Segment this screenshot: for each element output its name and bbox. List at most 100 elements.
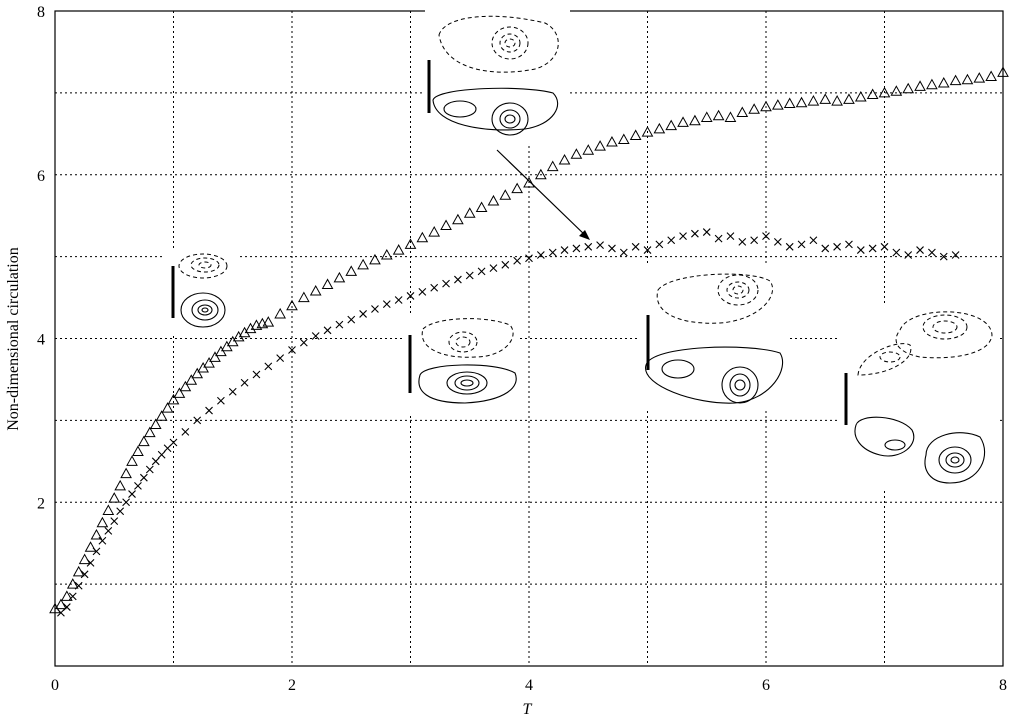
x-tick-label: 6 <box>762 677 770 694</box>
data-point-triangle <box>345 265 358 276</box>
data-point-x <box>868 244 877 253</box>
data-point-x <box>596 241 604 250</box>
data-point-triangle <box>748 103 760 114</box>
data-point-triangle <box>890 85 903 96</box>
data-point-x <box>454 275 462 284</box>
data-point-x <box>821 244 830 253</box>
data-point-x <box>193 416 202 425</box>
data-point-triangle <box>629 129 642 140</box>
data-point-triangle <box>736 106 749 118</box>
data-point-triangle <box>132 445 144 456</box>
data-point-x <box>151 457 160 466</box>
data-point-triangle <box>203 357 215 368</box>
data-point-x <box>608 244 616 253</box>
data-point-x <box>584 242 593 251</box>
data-point-x <box>465 271 474 280</box>
data-point-triangle <box>167 393 180 405</box>
data-point-triangle <box>309 284 322 296</box>
data-point-x <box>513 256 522 265</box>
data-point-x <box>892 248 901 257</box>
x-tick-label: 8 <box>999 677 1007 694</box>
data-point-triangle <box>66 578 79 589</box>
data-point-x <box>139 473 148 482</box>
data-point-x <box>205 406 213 415</box>
data-point-triangle <box>772 99 784 110</box>
inset-contour-t8 <box>840 305 1000 490</box>
data-point-triangle <box>914 80 926 91</box>
data-point-triangle <box>126 455 138 466</box>
data-point-triangle <box>161 402 174 413</box>
data-point-triangle <box>416 231 429 243</box>
data-point-x <box>773 237 782 246</box>
data-point-x <box>145 465 154 474</box>
data-point-x <box>442 279 450 288</box>
data-point-triangle <box>392 244 405 255</box>
data-point-x <box>169 438 178 447</box>
data-point-x <box>62 603 71 611</box>
data-point-triangle <box>819 93 832 104</box>
data-point-triangle <box>594 140 606 151</box>
data-point-x <box>856 246 865 254</box>
data-point-triangle <box>173 387 186 398</box>
inset-contour-t1 <box>165 248 237 336</box>
data-point-triangle <box>333 271 346 283</box>
data-point-triangle <box>179 380 192 392</box>
data-point-x <box>122 498 130 507</box>
data-point-triangle <box>878 86 891 98</box>
data-point-x <box>691 229 699 238</box>
data-point-triangle <box>155 410 168 421</box>
inset-contour-t4 <box>425 5 570 145</box>
data-point-x <box>702 228 711 236</box>
data-point-x <box>157 450 166 459</box>
data-point-triangle <box>783 97 796 109</box>
data-point-triangle <box>487 194 500 206</box>
data-point-x <box>80 570 89 579</box>
data-point-x <box>86 558 95 567</box>
data-point-triangle <box>854 90 867 102</box>
data-point-x <box>951 251 960 259</box>
data-point-triangle <box>84 541 97 552</box>
data-point-x <box>643 246 652 254</box>
data-point-triangle <box>369 253 381 265</box>
data-point-triangle <box>185 374 198 385</box>
data-point-x <box>98 536 107 545</box>
y-tick-label: 8 <box>37 4 45 21</box>
data-point-triangle <box>499 189 512 200</box>
data-point-x <box>738 237 747 246</box>
data-point-x <box>560 246 569 254</box>
x-tick-label: 4 <box>525 677 533 694</box>
data-point-x <box>181 427 190 436</box>
annotation-arrow <box>496 149 590 240</box>
data-point-triangle <box>143 426 156 438</box>
data-point-triangle <box>209 351 221 362</box>
data-point-x <box>750 236 759 245</box>
data-point-triangle <box>380 248 393 260</box>
data-point-x <box>116 507 125 516</box>
data-point-triangle <box>807 95 820 106</box>
data-point-triangle <box>511 182 523 194</box>
data-point-x <box>264 362 273 371</box>
data-point-x <box>845 240 853 249</box>
data-point-x <box>276 354 285 363</box>
data-point-triangle <box>700 111 713 122</box>
data-point-triangle <box>428 226 441 237</box>
data-point-triangle <box>404 238 417 249</box>
data-point-x <box>128 490 136 498</box>
data-point-triangle <box>535 168 547 180</box>
data-point-x <box>418 287 427 296</box>
data-point-triangle <box>274 307 286 319</box>
data-point-x <box>228 387 237 396</box>
data-point-x <box>762 232 770 241</box>
data-point-x <box>359 310 367 318</box>
data-point-triangle <box>617 133 630 145</box>
data-point-triangle <box>108 492 121 503</box>
data-point-triangle <box>149 418 162 429</box>
data-point-x <box>797 240 806 249</box>
data-point-x <box>104 527 113 535</box>
data-point-triangle <box>138 435 150 447</box>
data-point-triangle <box>961 73 974 85</box>
data-point-triangle <box>191 367 204 379</box>
data-point-x <box>240 378 249 387</box>
data-point-x <box>252 370 261 379</box>
data-point-triangle <box>321 278 334 289</box>
